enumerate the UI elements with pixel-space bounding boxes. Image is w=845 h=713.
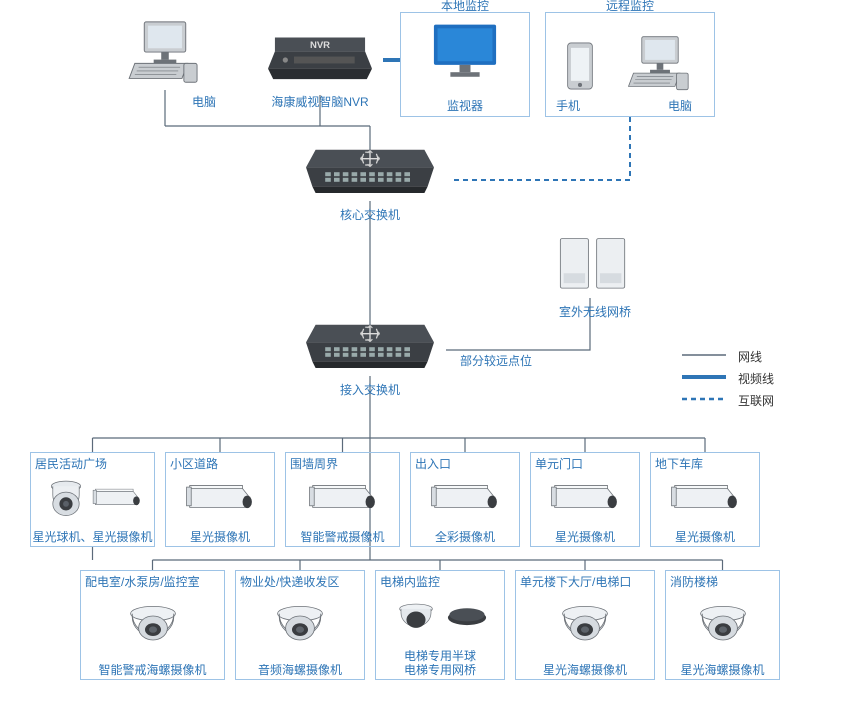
zone-box: 围墙周界 智能警戒摄像机 [285,452,400,547]
zone-bottom: 星光海螺摄像机 [666,664,779,678]
zone-bottom: 电梯专用半球电梯专用网桥 [376,650,504,678]
node-computer: 电脑 [110,20,220,110]
zone-title: 居民活动广场 [31,453,154,474]
zone-box: 单元门口 星光摄像机 [530,452,640,547]
remote-monitor-box: 远程监控 手机电脑 [545,12,715,117]
node-nvr: NVR 海康威视智脑NVR [255,20,385,115]
zone-title: 消防楼梯 [666,571,779,592]
zone-box: 出入口 全彩摄像机 [410,452,520,547]
local-monitor-box: 本地监控 监视器 [400,12,530,117]
zone-bottom: 星光摄像机 [651,531,759,545]
zone-bottom: 智能警戒海螺摄像机 [81,664,224,678]
zone-title: 出入口 [411,453,519,474]
zone-bottom: 星光摄像机 [166,531,274,545]
zone-box: 单元楼下大厅/电梯口 星光海螺摄像机 [515,570,655,680]
zone-title: 配电室/水泵房/监控室 [81,571,224,592]
zone-title: 物业处/快递收发区 [236,571,364,592]
remote-title: 远程监控 [546,0,714,14]
zone-box: 地下车库 星光摄像机 [650,452,760,547]
svg-text:NVR: NVR [310,40,330,51]
local-item: 监视器 [401,97,529,114]
nvr-label: 海康威视智脑NVR [255,93,385,110]
zone-title: 地下车库 [651,453,759,474]
zone-bottom: 全彩摄像机 [411,531,519,545]
access-switch: 接入交换机 [290,320,450,400]
computer-label: 电脑 [192,93,216,110]
zone-bottom: 星光海螺摄像机 [516,664,654,678]
zone-title: 小区道路 [166,453,274,474]
zone-box: 居民活动广场 星光球机、星光摄像机 [30,452,155,547]
zone-bottom: 音频海螺摄像机 [236,664,364,678]
zone-title: 单元楼下大厅/电梯口 [516,571,654,592]
far-node-note: 部分较远点位 [460,352,532,369]
wireless-bridge: 室外无线网桥 [530,232,660,322]
zone-title: 电梯内监控 [376,571,504,592]
zone-bottom: 智能警戒摄像机 [286,531,399,545]
core-switch: 核心交换机 [290,145,450,225]
zone-title: 单元门口 [531,453,639,474]
legend: 网线视频线互联网 [680,345,830,411]
zone-box: 电梯内监控 电梯专用半球电梯专用网桥 [375,570,505,680]
zone-box: 配电室/水泵房/监控室 智能警戒海螺摄像机 [80,570,225,680]
zone-title: 围墙周界 [286,453,399,474]
zone-box: 消防楼梯 星光海螺摄像机 [665,570,780,680]
zone-bottom: 星光摄像机 [531,531,639,545]
zone-box: 小区道路 星光摄像机 [165,452,275,547]
zone-bottom: 星光球机、星光摄像机 [31,531,154,545]
local-title: 本地监控 [401,0,529,14]
zone-box: 物业处/快递收发区 音频海螺摄像机 [235,570,365,680]
